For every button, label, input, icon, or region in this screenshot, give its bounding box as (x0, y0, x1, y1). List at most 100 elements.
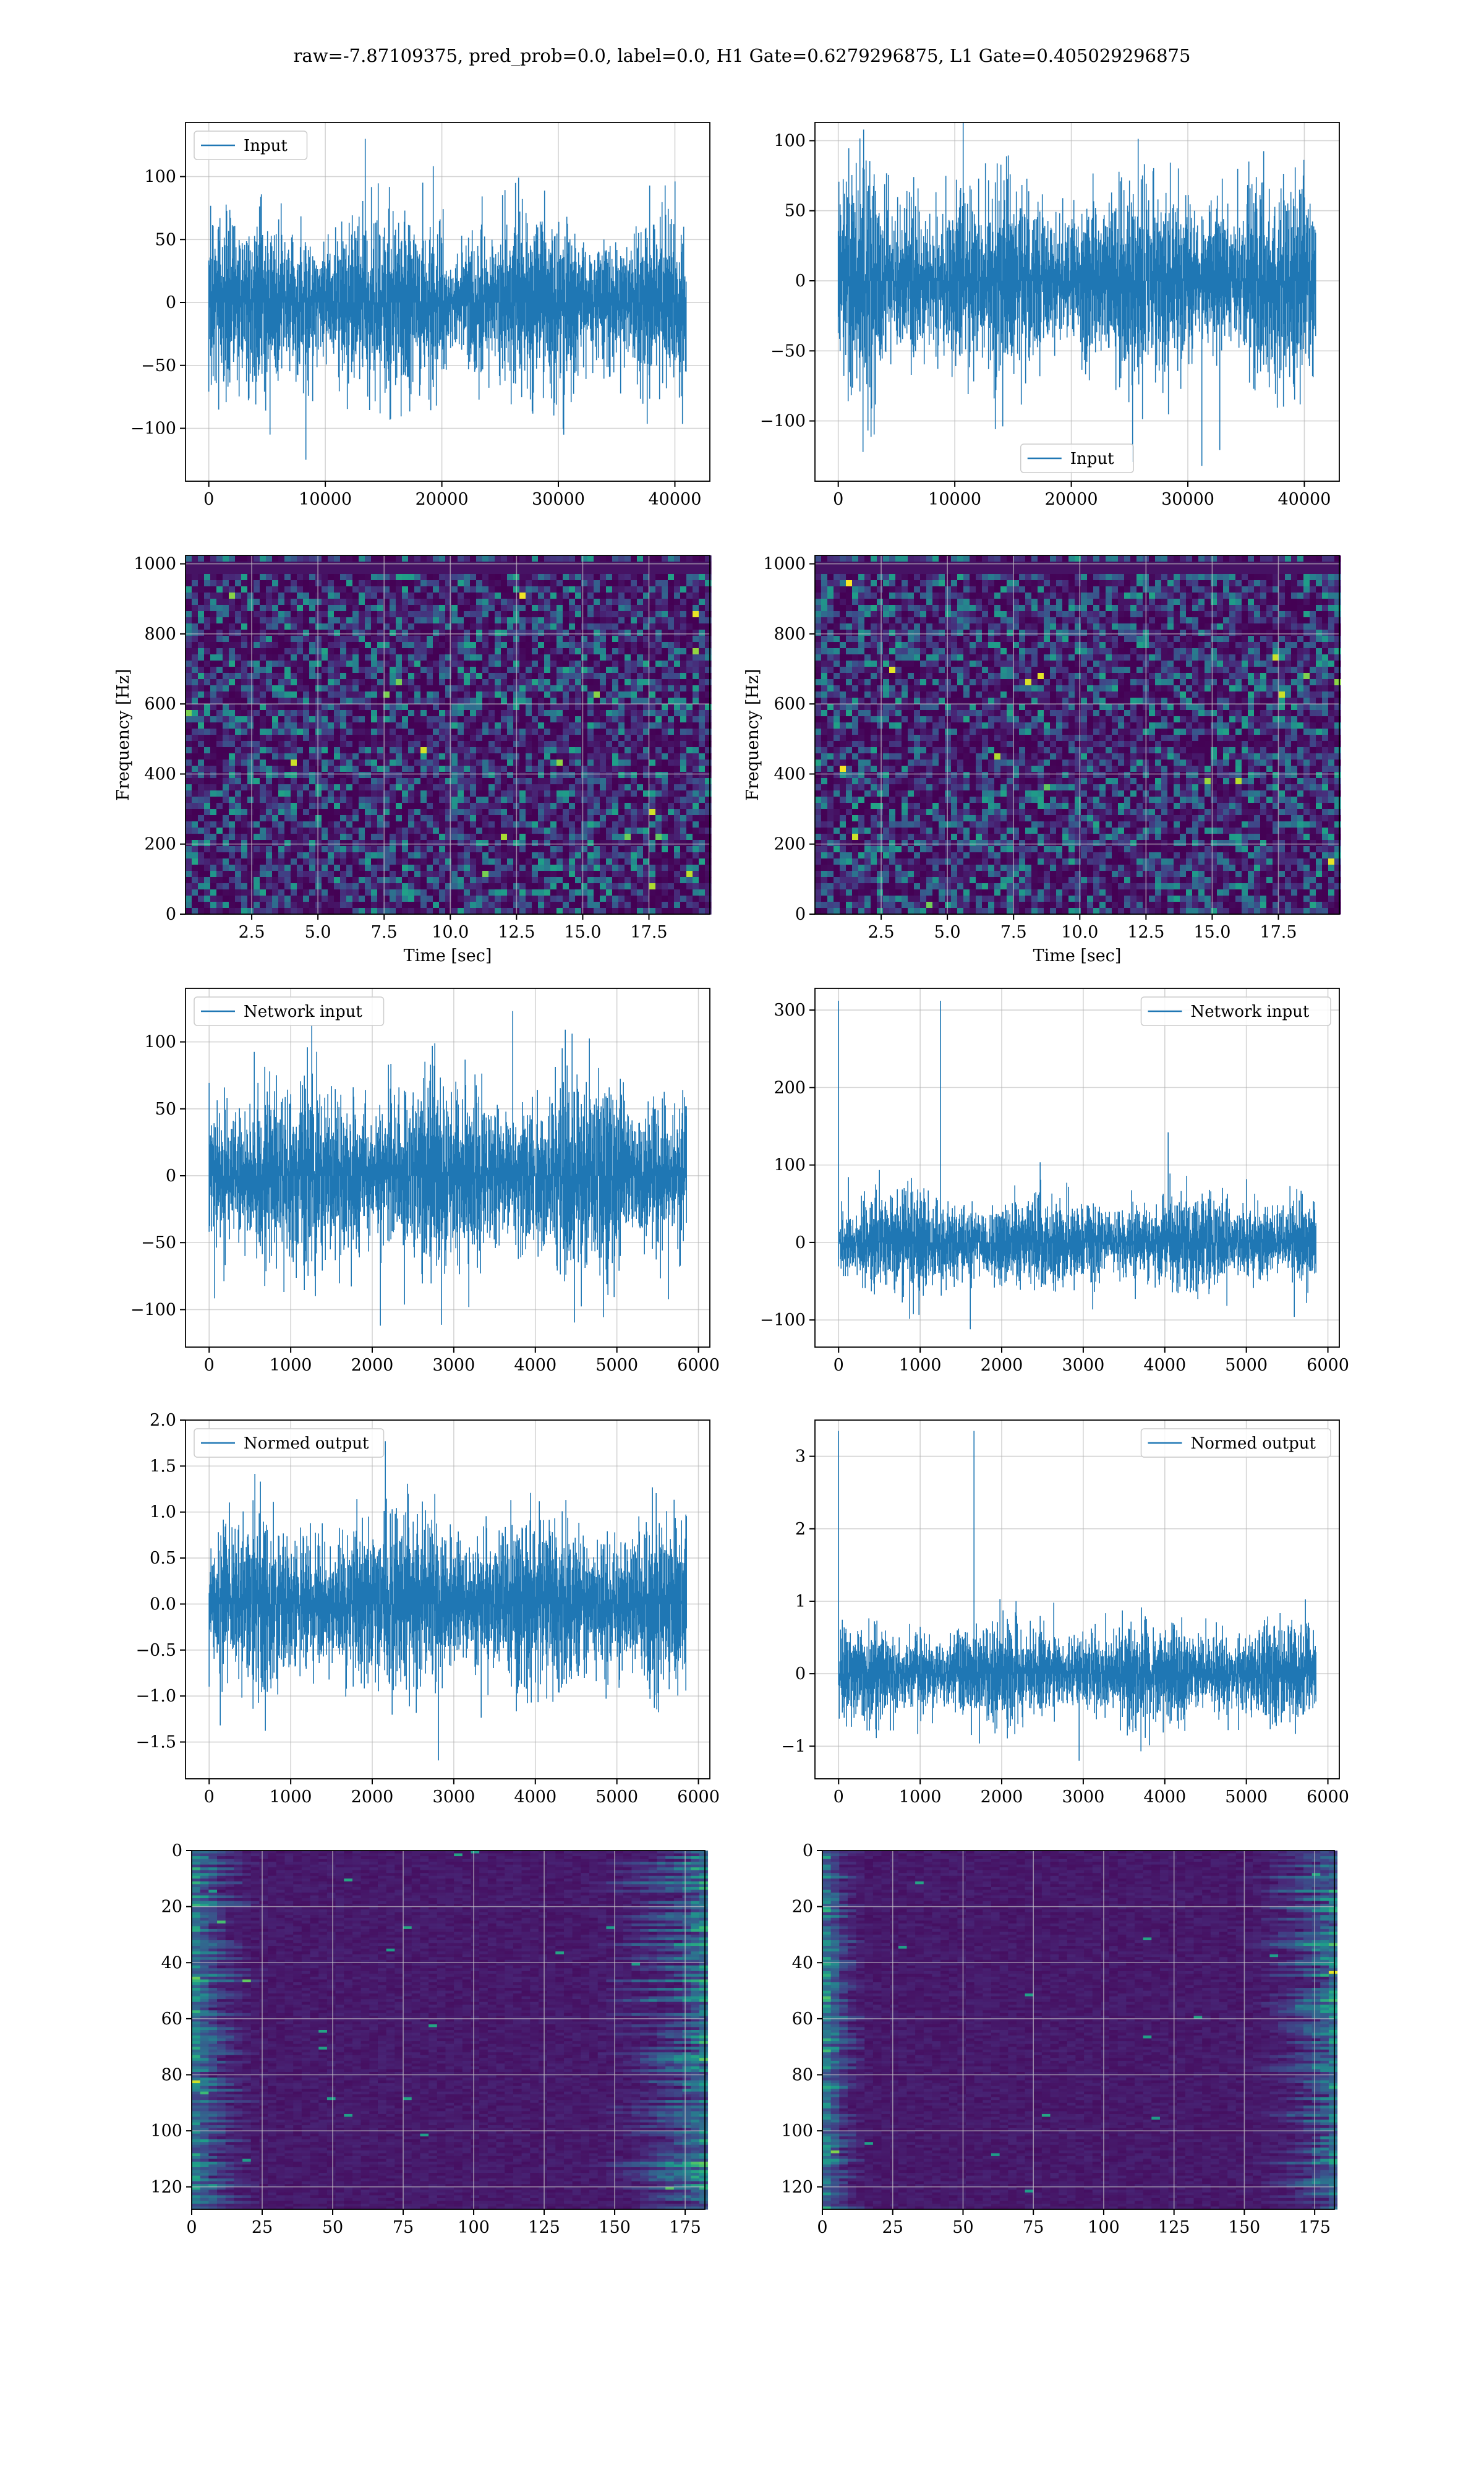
spectrogram-cell (705, 562, 712, 568)
spectrogram-cell (686, 605, 693, 612)
spectrogram-cell (600, 593, 607, 599)
spectrogram-cell (674, 605, 681, 612)
spectrogram-cell (649, 636, 656, 643)
spectrogram-cell (340, 580, 347, 587)
spectrogram-cell (649, 586, 656, 593)
spectrogram-cell (470, 636, 477, 643)
spectrogram-cell (340, 636, 347, 643)
spectrogram-cell (668, 555, 675, 562)
spectrogram-cell (631, 623, 638, 630)
spectrogram-cell (550, 648, 557, 655)
spectrogram-cell (291, 593, 297, 599)
spectrogram-cell (482, 642, 489, 649)
spectrogram-cell (587, 593, 594, 599)
spectrogram-cell (501, 648, 508, 655)
spectrogram-cell (699, 599, 706, 606)
spectrogram-cell (390, 568, 396, 575)
spectrogram-cell (439, 642, 446, 649)
spectrogram-cell (544, 642, 551, 649)
spectrogram-cell (482, 599, 489, 606)
spectrogram-cell (284, 586, 291, 593)
spectrogram-cell (507, 648, 514, 655)
spectrogram-cell (396, 593, 403, 599)
spectrogram-cell (668, 562, 675, 568)
spectrogram-cell (476, 605, 483, 612)
spectrogram-cell (470, 605, 477, 612)
spectrogram-cell (625, 623, 631, 630)
spectrogram-cell (266, 630, 273, 636)
spectrogram-cell (476, 636, 483, 643)
spectrogram-cell (241, 599, 248, 606)
spectrogram-cell (680, 580, 687, 587)
spectrogram-cell (303, 599, 310, 606)
spectrogram-cell (662, 555, 668, 562)
spectrogram-cell (254, 648, 260, 655)
spectrogram-cell (439, 611, 446, 618)
spectrogram-cell (507, 617, 514, 624)
spectrogram-cell (235, 562, 242, 568)
spectrogram-cell (414, 562, 421, 568)
spectrogram-cell (346, 593, 353, 599)
spectrogram-cell (569, 642, 576, 649)
spectrogram-cell (254, 593, 260, 599)
spectrogram-cell (501, 623, 508, 630)
spectrogram-cell (439, 574, 446, 581)
spectrogram-cell (229, 562, 236, 568)
spectrogram-cell (563, 562, 569, 568)
spectrogram-cell (519, 568, 526, 575)
spectrogram-cell (618, 630, 625, 636)
spectrogram-cell (322, 636, 328, 643)
spectrogram-cell (594, 593, 600, 599)
spectrogram-cell (309, 630, 316, 636)
spectrogram-cell (625, 574, 631, 581)
spectrogram-cell (575, 636, 582, 643)
spectrogram-cell (482, 636, 489, 643)
spectrogram-cell (612, 630, 619, 636)
chart-panel-h1-input: 0 10000 20000 30000 40000−100−50050100Input (130, 122, 710, 509)
spectrogram-cell (587, 623, 594, 630)
spectrogram-cell (674, 630, 681, 636)
spectrogram-cell (600, 599, 607, 606)
spectrogram-cell (390, 617, 396, 624)
spectrogram-cell (284, 580, 291, 587)
spectrogram-cell (631, 642, 638, 649)
spectrogram-cell (427, 580, 433, 587)
spectrogram-cell (266, 623, 273, 630)
spectrogram-cell (322, 593, 328, 599)
spectrogram-cell (309, 642, 316, 649)
spectrogram-cell (606, 623, 613, 630)
spectrogram-cell (569, 586, 576, 593)
spectrogram-cell (371, 611, 378, 618)
spectrogram-cell (575, 648, 582, 655)
spectrogram-cell (693, 623, 699, 630)
spectrogram-cell (260, 562, 267, 568)
spectrogram-cell (328, 648, 335, 655)
spectrogram-cell (482, 574, 489, 581)
spectrogram-cell (606, 636, 613, 643)
spectrogram-cell (272, 580, 279, 587)
spectrogram-cell (223, 617, 229, 624)
x-tick-label: 0 (833, 490, 843, 509)
spectrogram-cell (408, 642, 415, 649)
spectrogram-cell (420, 623, 427, 630)
spectrogram-cell (371, 568, 378, 575)
spectrogram-cell (563, 630, 569, 636)
spectrogram-cell (569, 617, 576, 624)
spectrogram-cell (334, 648, 341, 655)
spectrogram-cell (223, 630, 229, 636)
spectrogram-cell (272, 611, 279, 618)
spectrogram-cell (686, 562, 693, 568)
spectrogram-cell (235, 574, 242, 581)
spectrogram-cell (544, 605, 551, 612)
spectrogram-cell (223, 605, 229, 612)
spectrogram-cell (680, 642, 687, 649)
spectrogram-cell (532, 593, 539, 599)
spectrogram-cell (625, 562, 631, 568)
spectrogram-cell (414, 630, 421, 636)
spectrogram-cell (365, 623, 372, 630)
spectrogram-cell (600, 574, 607, 581)
spectrogram-cell (284, 593, 291, 599)
spectrogram-cell (476, 586, 483, 593)
spectrogram-cell (229, 593, 236, 599)
spectrogram-cell (476, 617, 483, 624)
